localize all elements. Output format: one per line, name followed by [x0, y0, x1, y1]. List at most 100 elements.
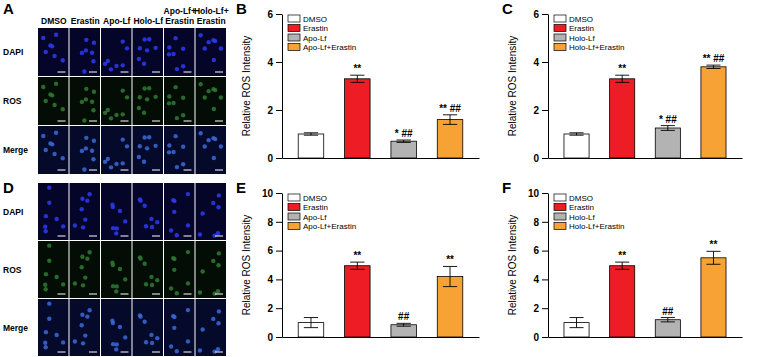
scale-bar: [152, 352, 160, 353]
legend-item: Holo-Lf: [554, 213, 596, 222]
error-bar-cap: [569, 317, 583, 318]
scale-bar: [121, 72, 129, 73]
tick-label: 8: [267, 217, 273, 228]
image-panel: ADMSOErastinApo-LfHolo-LfApo-Lf+ErastinH…: [3, 0, 229, 174]
error-bar: [569, 318, 583, 328]
nucleus: [175, 67, 179, 71]
nucleus: [92, 41, 96, 45]
scale-bar: [121, 121, 129, 122]
nucleus: [142, 160, 146, 164]
tick-label: 2: [533, 303, 539, 314]
marks: [564, 251, 726, 337]
tick-mark: [276, 14, 282, 15]
legend-item: DMSO: [288, 15, 327, 24]
nucleus: [138, 144, 142, 148]
nucleus: [111, 342, 115, 346]
tick: 2: [267, 303, 282, 314]
nucleus: [81, 341, 85, 345]
tick: 0: [267, 332, 282, 343]
error-bar: [397, 323, 411, 326]
image-panel: DDAPIROSMerge: [3, 179, 226, 356]
significance-label: * ##: [395, 128, 413, 139]
x-axis: [549, 158, 743, 159]
error-bar-cap: [706, 68, 720, 69]
tick-label: 10: [262, 188, 274, 199]
axis-line: [548, 15, 549, 159]
legend-swatch: [288, 44, 300, 51]
nucleus: [118, 325, 122, 329]
error-bar-cap: [304, 327, 318, 328]
legend-label: Erastin: [303, 24, 328, 33]
error-bar: [397, 140, 411, 142]
error-bar-cap: [397, 323, 411, 324]
error-bar-stem: [576, 318, 577, 328]
nucleus: [44, 330, 48, 334]
tick-mark: [542, 62, 548, 63]
error-bar: [615, 75, 629, 82]
axis-line: [283, 158, 480, 159]
tick: 4: [533, 274, 548, 285]
tick-label: 0: [267, 153, 273, 164]
nucleus: [80, 149, 84, 153]
scale-bar: [152, 170, 160, 171]
error-bar-cap: [569, 132, 583, 133]
scale-bar: [58, 72, 66, 73]
nucleus: [106, 157, 110, 161]
nucleus: [79, 265, 83, 269]
image-cell: [133, 299, 164, 356]
nucleus: [85, 198, 89, 202]
legend-item: Erastin: [288, 203, 328, 212]
nucleus: [147, 86, 151, 90]
tick: 2: [533, 303, 548, 314]
axis-line: [282, 15, 283, 159]
error-bar: [661, 126, 675, 131]
error-bar-stem: [667, 318, 668, 322]
bar: [701, 258, 726, 337]
nucleus: [82, 69, 86, 73]
bar: [391, 325, 416, 337]
image-cell: [70, 77, 101, 125]
nucleus: [211, 136, 215, 140]
nucleus: [84, 136, 88, 140]
nucleus: [43, 225, 47, 229]
plot-area: *** ##** ##0246DMSOErastinHolo-LfHolo-Lf…: [533, 9, 742, 164]
error-bar: [443, 115, 457, 125]
legend-label: Holo-Lf: [569, 34, 596, 43]
significance-label: * ##: [659, 114, 677, 125]
nucleus: [198, 33, 202, 37]
nucleus: [80, 51, 84, 55]
nucleus: [212, 107, 216, 111]
scale-bar: [215, 72, 223, 73]
nucleus: [142, 86, 146, 90]
nucleus: [206, 40, 210, 44]
scale-bar: [184, 121, 192, 122]
chart: *** ##** ##0246DMSOErastinApo-LfApo-Lf+E…: [236, 0, 480, 164]
image-cell: [196, 77, 227, 125]
nucleus: [173, 85, 177, 89]
plot-area: **##**0246810DMSOErastinHolo-LfHolo-Lf+E…: [528, 188, 743, 343]
legend-label: Holo-Lf+Erastin: [569, 43, 624, 52]
tick-mark: [542, 110, 548, 111]
panel-letter: F: [502, 179, 511, 196]
image-cell: [70, 183, 101, 240]
image-cell: [164, 126, 195, 174]
scale-bar: [184, 236, 192, 237]
scale-bar: [215, 121, 223, 122]
image-cell: [101, 183, 132, 240]
nucleus: [138, 46, 142, 50]
y-axis: 0246810: [262, 188, 283, 343]
error-bar-stem: [622, 75, 623, 82]
nucleus: [54, 275, 58, 279]
axis-title: Relative ROS Intensity: [507, 215, 518, 316]
nucleus: [211, 317, 215, 321]
nucleus: [80, 197, 84, 201]
image-cell: [133, 241, 164, 298]
nucleus: [109, 67, 113, 71]
image-cell: [101, 126, 132, 174]
nucleus: [217, 309, 221, 313]
significance-label: ** ##: [703, 53, 725, 64]
bar: [610, 79, 635, 158]
nucleus: [175, 165, 179, 169]
scale-bar: [89, 170, 97, 171]
nucleus: [111, 226, 115, 230]
